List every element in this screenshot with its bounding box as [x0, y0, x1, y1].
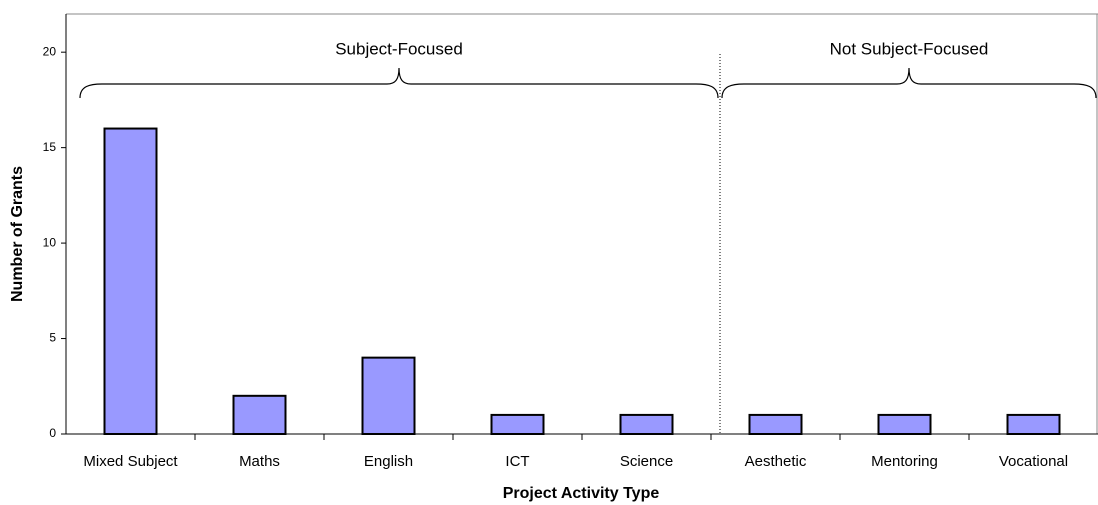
x-tick-label: Science: [620, 453, 673, 470]
bar: [1006, 413, 1061, 435]
group-brace: [79, 67, 719, 99]
y-tick-label: 20: [43, 44, 57, 58]
bar: [877, 413, 932, 435]
x-tick-label: Aesthetic: [745, 453, 807, 470]
group-brace: [721, 67, 1097, 99]
bar: [232, 394, 287, 435]
bar: [748, 413, 803, 435]
y-tick-label: 10: [43, 235, 57, 249]
x-tick-label: English: [364, 453, 413, 470]
bar: [619, 413, 674, 435]
x-tick-label: Vocational: [999, 453, 1068, 470]
x-tick-label: Mixed Subject: [83, 453, 178, 470]
x-axis-title: Project Activity Type: [503, 485, 660, 502]
bar: [103, 127, 158, 436]
y-tick-label: 0: [49, 426, 56, 440]
y-axis-title: Number of Grants: [9, 166, 26, 302]
y-tick-label: 15: [43, 140, 57, 154]
group-label: Not Subject-Focused: [830, 39, 989, 58]
y-tick-label: 5: [49, 331, 56, 345]
group-label: Subject-Focused: [335, 39, 463, 58]
x-tick-label: Mentoring: [871, 453, 938, 470]
bar: [361, 356, 416, 435]
x-tick-label: Maths: [239, 453, 280, 470]
x-tick-label: ICT: [505, 453, 529, 470]
bar: [490, 413, 545, 435]
